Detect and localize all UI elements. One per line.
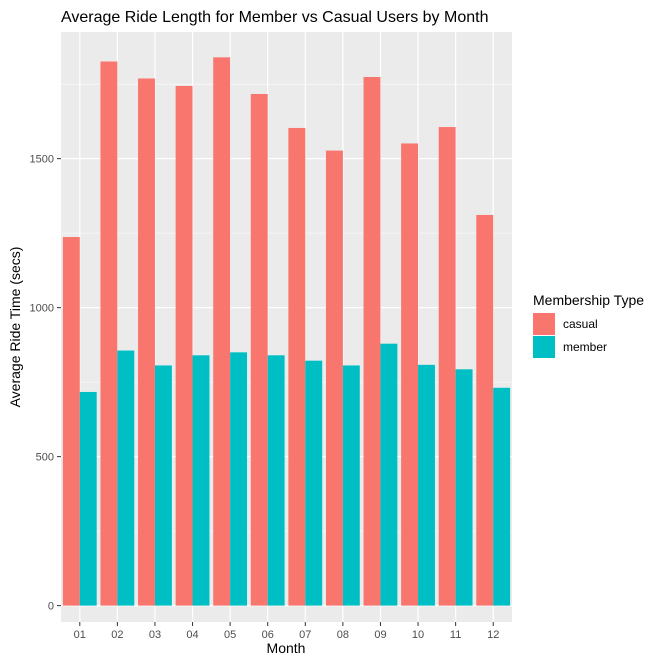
x-tick-label: 03 [149,629,161,641]
minor-gridlines [61,83,512,532]
legend-swatch-member [533,336,555,358]
bar-casual-08 [325,150,343,606]
bar-member-04 [192,355,210,606]
x-tick-label: 12 [487,629,499,641]
legend-label-casual: casual [563,317,598,331]
bar-member-02 [117,350,135,606]
plot-panel [61,32,512,622]
legend: Membership Type casual member [533,292,644,358]
legend-label-member: member [563,340,607,354]
y-tick-label: 500 [36,452,54,464]
x-tick-label: 08 [337,629,349,641]
x-axis-title: Month [267,640,306,656]
bar-member-08 [342,365,360,606]
bar-member-03 [154,365,172,606]
bar-casual-03 [138,78,155,606]
chart-title: Average Ride Length for Member vs Casual… [61,9,488,26]
x-tick-label: 11 [450,629,461,641]
x-tick-label: 09 [374,629,386,641]
bar-casual-04 [175,85,193,606]
x-tick-label: 04 [186,629,198,641]
bar-member-01 [79,391,97,606]
legend-title: Membership Type [533,292,644,308]
bar-member-09 [380,343,398,606]
bar-member-05 [230,352,248,606]
y-tick-label: 0 [48,601,54,613]
legend-swatch-casual [533,313,555,335]
bar-casual-05 [213,57,231,606]
bar-casual-09 [363,76,381,606]
bar-member-10 [418,364,435,606]
bar-casual-02 [100,61,118,606]
x-tick-label: 05 [224,629,236,641]
bar-member-07 [305,360,323,606]
x-tick-label: 01 [74,629,86,641]
bar-member-06 [267,355,285,606]
bar-casual-01 [62,237,80,606]
y-tick-label: 1000 [30,303,54,315]
x-tick-label: 06 [262,629,274,641]
bar-casual-12 [476,214,494,606]
x-axis: 01 02 03 04 05 06 07 08 09 10 11 12 [74,622,499,641]
bar-casual-10 [401,143,419,606]
y-axis: 0 500 1000 1500 [30,154,61,613]
bars [62,57,511,606]
x-tick-label: 02 [111,629,123,641]
y-axis-title: Average Ride Time (secs) [7,247,23,408]
y-tick-label: 1500 [30,154,54,166]
x-tick-label: 10 [412,629,424,641]
bar-casual-11 [438,127,456,606]
bar-member-11 [455,369,473,606]
x-tick-label: 07 [299,629,311,641]
bar-casual-06 [250,93,268,606]
bar-member-12 [493,387,511,606]
bar-casual-07 [288,127,306,606]
